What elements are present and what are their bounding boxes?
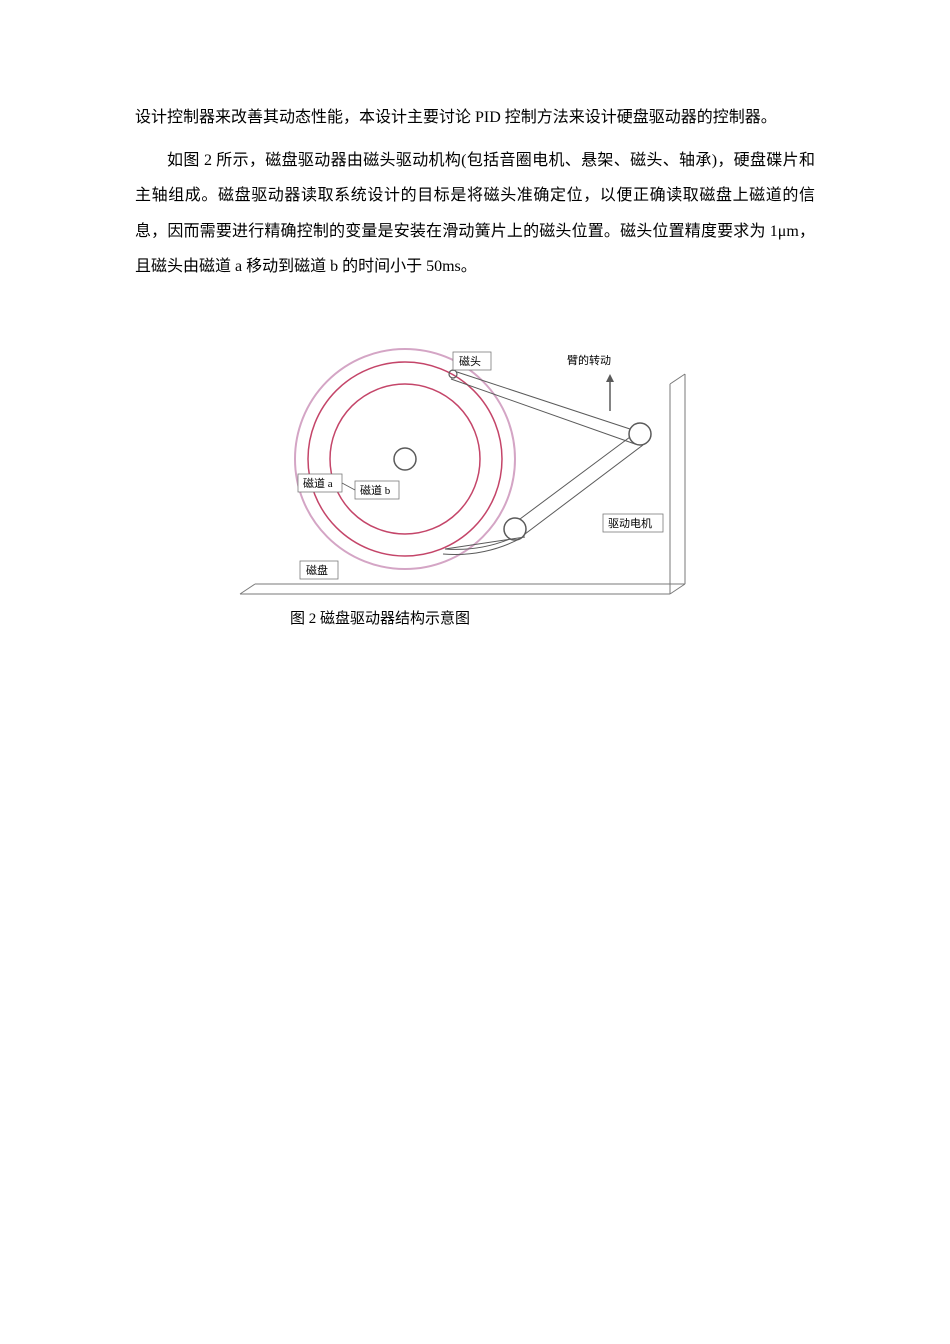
spindle-circle: [394, 448, 416, 470]
figure-caption: 图 2 磁盘驱动器结构示意图: [290, 607, 725, 628]
track-b-circle: [330, 384, 480, 534]
label-track-b-group: 磁道 b: [342, 481, 399, 499]
disk-drive-diagram: 磁头 臂的转动 磁道 a 磁道 b 驱动电机 磁盘: [225, 319, 725, 599]
label-track-a-text: 磁道 a: [303, 476, 333, 490]
figure-container: 磁头 臂的转动 磁道 a 磁道 b 驱动电机 磁盘 图 2 磁盘驱动器结构示: [225, 319, 725, 628]
label-drive-motor-text: 驱动电机: [608, 516, 652, 530]
label-head-text: 磁头: [459, 355, 481, 368]
track-a-circle: [308, 362, 502, 556]
disk-outer-circle: [295, 349, 515, 569]
label-disk-text: 磁盘: [306, 563, 328, 577]
motor-pivot: [629, 423, 651, 445]
paragraph-2: 如图 2 所示，磁盘驱动器由磁头驱动机构(包括音圈电机、悬架、磁头、轴承)，硬盘…: [135, 143, 815, 284]
label-head-group: 磁头: [453, 352, 491, 371]
label-arm-rotation-group: 臂的转动: [567, 353, 611, 367]
rotation-arrow: [606, 374, 614, 411]
label-track-a-group: 磁道 a: [298, 474, 342, 492]
label-disk-group: 磁盘: [300, 561, 338, 579]
label-drive-motor-group: 驱动电机: [603, 514, 663, 532]
paragraph-1: 设计控制器来改善其动态性能，本设计主要讨论 PID 控制方法来设计硬盘驱动器的控…: [135, 100, 815, 135]
label-arm-rotation-text: 臂的转动: [567, 353, 611, 367]
label-track-b-text: 磁道 b: [360, 483, 391, 497]
